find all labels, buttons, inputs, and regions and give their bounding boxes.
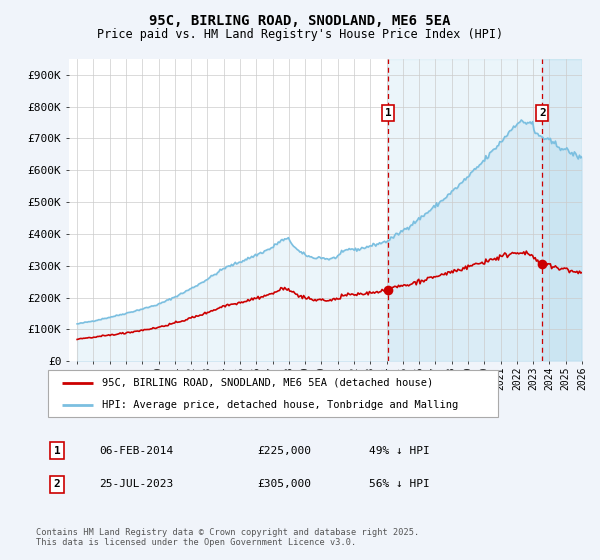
Text: £225,000: £225,000	[258, 446, 312, 456]
Text: 56% ↓ HPI: 56% ↓ HPI	[368, 479, 430, 489]
Text: 95C, BIRLING ROAD, SNODLAND, ME6 5EA: 95C, BIRLING ROAD, SNODLAND, ME6 5EA	[149, 14, 451, 28]
Text: £305,000: £305,000	[258, 479, 312, 489]
Bar	[542, 59, 582, 361]
Text: 06-FEB-2014: 06-FEB-2014	[100, 446, 173, 456]
Text: Contains HM Land Registry data © Crown copyright and database right 2025.
This d: Contains HM Land Registry data © Crown c…	[36, 528, 419, 547]
Text: 1: 1	[54, 446, 61, 456]
Text: 1: 1	[385, 108, 392, 118]
Text: 25-JUL-2023: 25-JUL-2023	[100, 479, 173, 489]
Bar	[388, 59, 582, 361]
FancyBboxPatch shape	[48, 370, 498, 417]
Text: Price paid vs. HM Land Registry's House Price Index (HPI): Price paid vs. HM Land Registry's House …	[97, 28, 503, 41]
Text: 49% ↓ HPI: 49% ↓ HPI	[368, 446, 430, 456]
Text: HPI: Average price, detached house, Tonbridge and Malling: HPI: Average price, detached house, Tonb…	[102, 400, 458, 410]
Text: 2: 2	[54, 479, 61, 489]
Text: 95C, BIRLING ROAD, SNODLAND, ME6 5EA (detached house): 95C, BIRLING ROAD, SNODLAND, ME6 5EA (de…	[102, 378, 433, 388]
Text: 2: 2	[539, 108, 545, 118]
